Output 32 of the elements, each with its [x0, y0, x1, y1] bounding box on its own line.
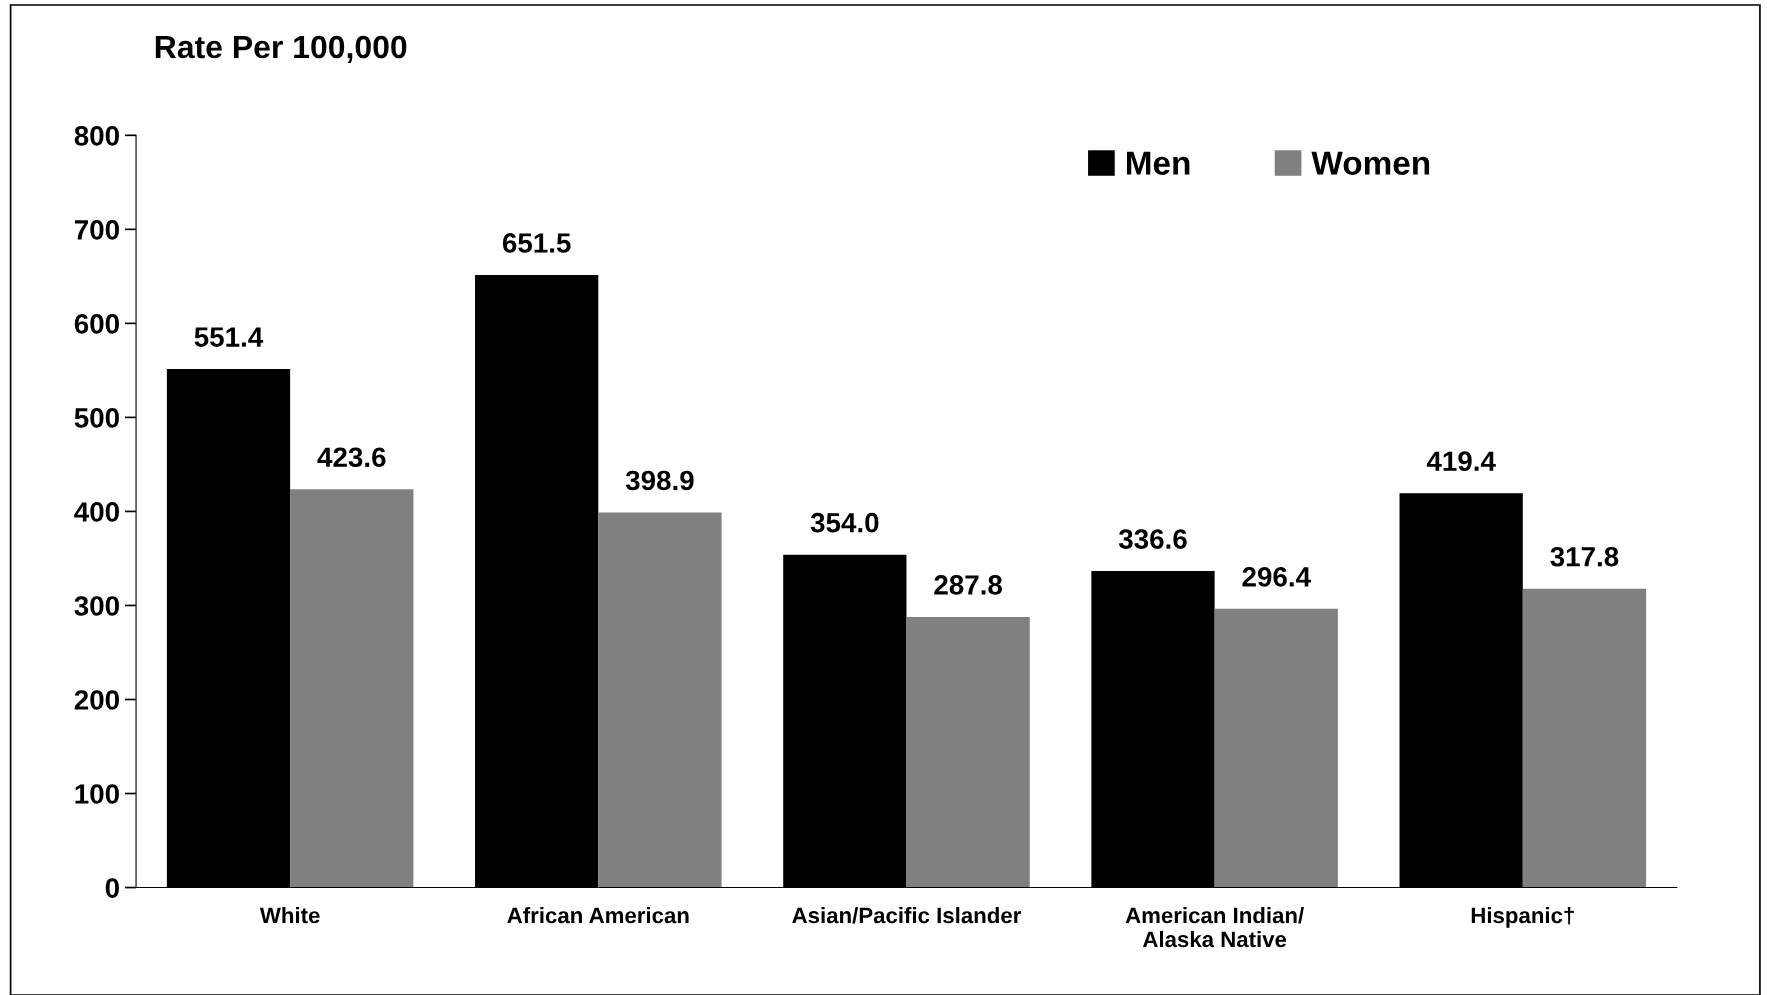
bar [906, 616, 1030, 888]
x-tick-label: Asian/Pacific Islander [792, 906, 1022, 924]
bar [1522, 588, 1647, 888]
y-tick-label: 200 [74, 690, 119, 710]
text: 398.9 [625, 470, 694, 491]
text: 317.8 [1550, 546, 1619, 567]
x-tick-label: Hispanic† [1471, 906, 1574, 928]
y-tick-label: 700 [74, 220, 119, 240]
text: 651.5 [502, 233, 571, 253]
bar [598, 512, 722, 888]
x-tick-label: African American [507, 906, 689, 924]
y-tick-label: 0 [105, 878, 119, 898]
y-tick-label: 800 [74, 125, 119, 146]
y-tick-label: 500 [74, 408, 119, 428]
bar [290, 489, 414, 888]
y-axis-title: Rate Per 100,000 [155, 35, 407, 63]
y-tick-label: 300 [74, 596, 119, 616]
bar [1214, 608, 1338, 888]
text: 287.8 [934, 575, 1003, 595]
legend-label: Men [1126, 151, 1190, 175]
y-tick-label: 400 [74, 502, 119, 522]
text: 551.4 [194, 327, 264, 347]
y-tick-label: 100 [75, 784, 119, 804]
text: 419.4 [1426, 451, 1496, 472]
x-tick-label: American Indian/ Alaska Native [1125, 906, 1304, 948]
y-tick-label: 600 [74, 314, 119, 334]
text: 423.6 [317, 447, 386, 468]
text: 296.4 [1242, 567, 1311, 587]
x-tick-label: White [259, 906, 320, 924]
legend-label: Women [1311, 151, 1430, 175]
text: 354.0 [810, 512, 879, 533]
text: 336.6 [1118, 529, 1187, 549]
